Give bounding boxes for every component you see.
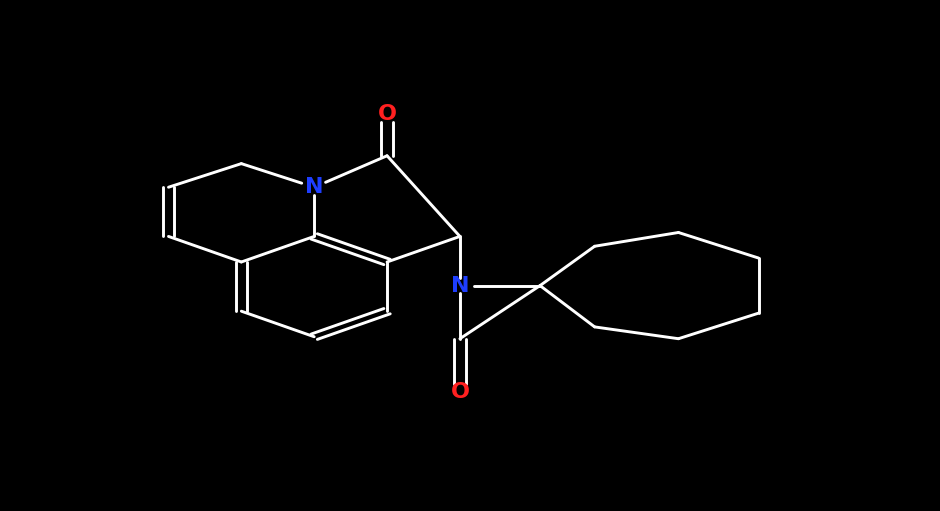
Text: O: O xyxy=(378,104,397,125)
Text: N: N xyxy=(305,177,323,197)
Text: N: N xyxy=(450,275,469,295)
Text: O: O xyxy=(450,382,469,402)
